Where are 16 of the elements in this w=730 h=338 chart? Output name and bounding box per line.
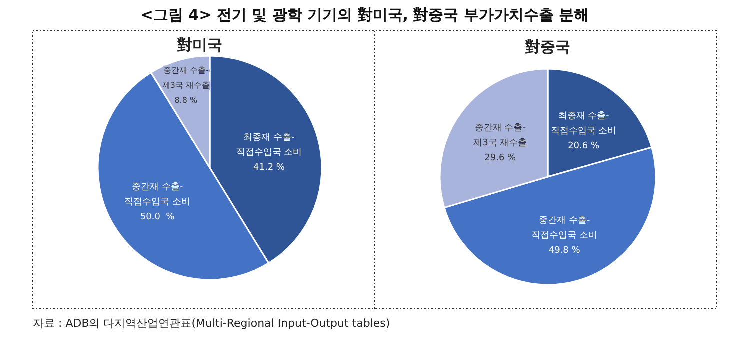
data-label: 49.8 % [548, 246, 581, 256]
chart-title: 對중국 [524, 38, 570, 56]
data-label: 29.6 % [484, 153, 517, 164]
text: 자료 : ADB의 다지역산업연관표(Multi-Regional Input-Output tables) [33, 317, 390, 330]
data-label: 20.6 % [568, 142, 600, 152]
slice-label: 중간재 수출- 직접수입국 소비 [532, 216, 598, 242]
data-label: 50.0 % [140, 212, 176, 222]
slice-label: 최종재 수출- 직접수입국 소비 [236, 133, 302, 158]
data-label: 41.2 % [254, 163, 286, 174]
chart-title: 對미국 [176, 36, 222, 54]
slice-label: 중간재 수출- 직접수입국 소비 [124, 182, 191, 208]
slice-label: 중간재 수출- 제3국 재수출 [474, 123, 528, 148]
slice-label: 최종재 수출- 직접수입국 소비 [550, 112, 617, 137]
slice-label: 중간재 수출- 제3국 재수출 [162, 66, 210, 90]
text: <그림 4> 전기 및 광학 기기의 對미국, 對중국 부가가치수출 분해 [140, 6, 590, 24]
data-label: 8.8 % [174, 96, 198, 105]
